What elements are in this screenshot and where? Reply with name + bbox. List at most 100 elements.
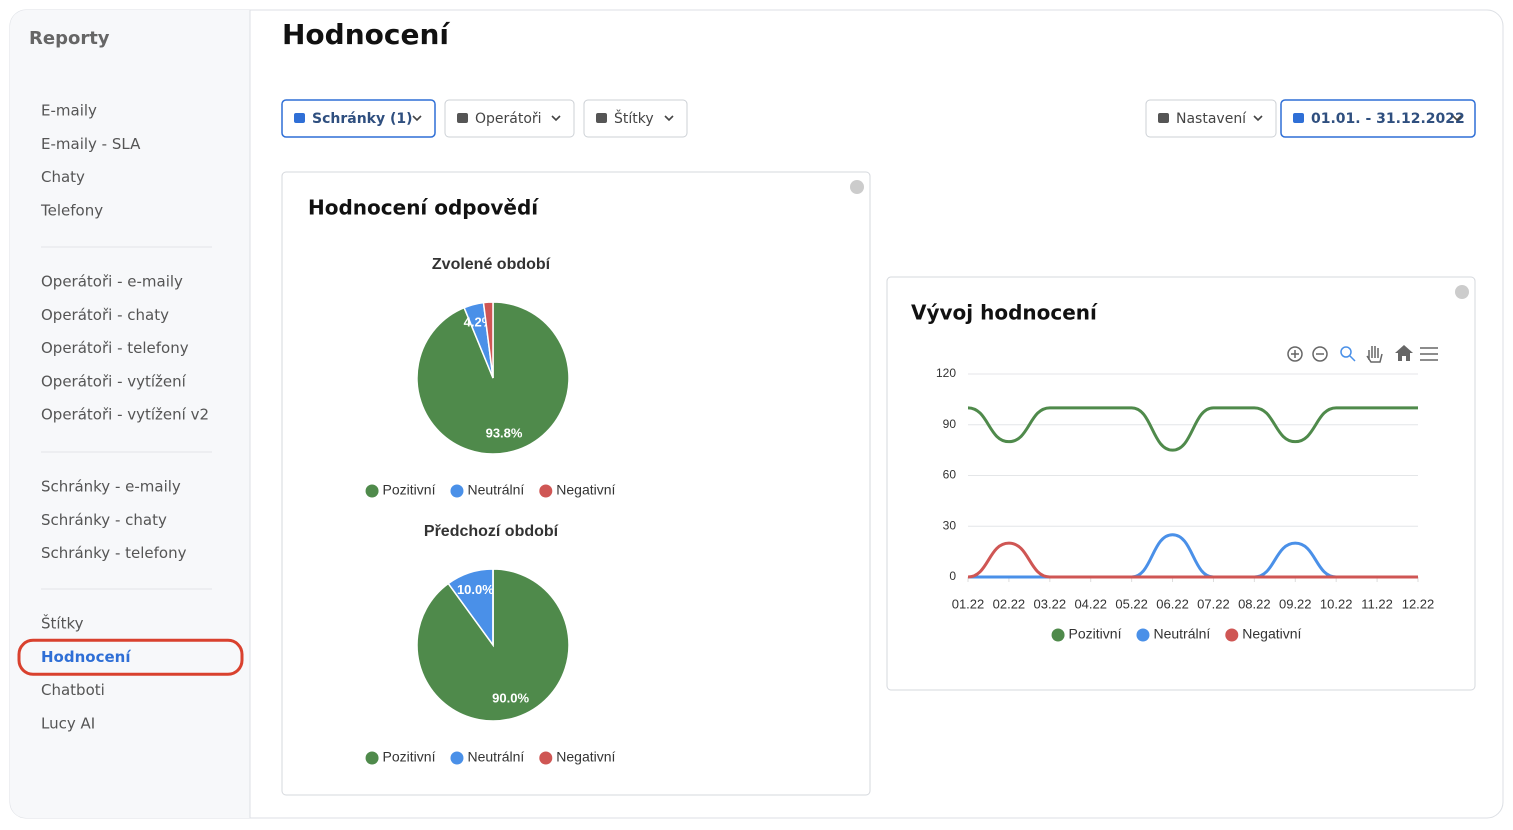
line-series xyxy=(967,406,1418,452)
sidebar-item[interactable]: E-maily - SLA xyxy=(41,135,141,153)
filter-button[interactable]: 01.01. - 31.12.2022 xyxy=(1280,99,1476,138)
filter-button[interactable]: Schránky (1) xyxy=(281,99,436,138)
sidebar-item[interactable]: Schránky - chaty xyxy=(41,511,167,529)
reset[interactable] xyxy=(1395,345,1413,361)
y-tick-label: 0 xyxy=(949,569,956,583)
sidebar-item[interactable]: Schránky - e-maily xyxy=(41,478,181,496)
data-label: 10.0% xyxy=(457,582,494,597)
legend-swatch xyxy=(365,484,379,498)
sidebar-item[interactable]: Hodnocení xyxy=(41,648,131,666)
legend-item[interactable]: Neutrální xyxy=(1136,626,1210,642)
legend-item[interactable]: Negativní xyxy=(1225,626,1302,642)
sidebar-item[interactable]: Chatboti xyxy=(41,681,105,699)
chart-title: Předchozí období xyxy=(424,523,559,540)
sidebar-item[interactable]: Operátoři - telefony xyxy=(41,339,189,357)
legend-swatch xyxy=(1051,628,1065,642)
filter-button[interactable]: Operátoři xyxy=(444,99,575,138)
chart: 0 30 60 90 120 01.22 02.22 03.22 04.22 05.22 06.22… xyxy=(936,366,1434,642)
legend-label: Pozitivní xyxy=(1069,626,1122,642)
legend-item[interactable]: Pozitivní xyxy=(1051,626,1122,642)
sidebar-item[interactable]: Operátoři - vytížení xyxy=(41,372,187,390)
legend-label: Neutrální xyxy=(1153,626,1210,642)
legend-item[interactable]: Pozitivní xyxy=(365,749,436,765)
button-bg xyxy=(1145,99,1277,138)
menu[interactable] xyxy=(1420,347,1438,361)
x-tick-label: 12.22 xyxy=(1402,596,1435,611)
x-tick-label: 03.22 xyxy=(1034,596,1067,611)
legend-swatch xyxy=(539,484,553,498)
button-label: Nastavení xyxy=(1176,111,1247,127)
y-tick-label: 60 xyxy=(943,468,957,482)
pie-slice xyxy=(482,301,494,379)
button-label: Schránky (1) xyxy=(312,111,413,127)
button-icon xyxy=(294,113,305,123)
legend-swatch xyxy=(450,484,464,498)
sidebar-item[interactable]: Operátoři - chaty xyxy=(41,306,169,324)
chart: Předchozí období 90.0% 10.0% Pozitivní Neutr… xyxy=(365,523,616,765)
chevron xyxy=(551,115,561,122)
sidebar-item[interactable]: Operátoři - e-maily xyxy=(41,273,183,291)
legend-swatch xyxy=(365,751,379,765)
x-tick-label: 01.22 xyxy=(952,596,985,611)
sidebar-bg xyxy=(10,10,250,818)
legend-item[interactable]: Neutrální xyxy=(450,749,524,765)
y-tick-label: 30 xyxy=(943,518,957,532)
y-tick-label: 90 xyxy=(943,417,957,431)
button-icon xyxy=(457,113,468,123)
chevron xyxy=(1253,115,1263,122)
legend-label: Neutrální xyxy=(467,749,524,765)
zoom-select[interactable] xyxy=(1340,346,1356,362)
button-bg xyxy=(583,99,688,138)
sidebar-item[interactable]: E-maily xyxy=(41,102,97,120)
button-icon xyxy=(596,113,607,123)
x-tick-label: 02.22 xyxy=(993,596,1026,611)
legend-swatch xyxy=(1136,628,1150,642)
legend-item[interactable]: Neutrální xyxy=(450,482,524,498)
sidebar-item[interactable]: Chaty xyxy=(41,168,85,186)
sidebar-title: Reporty xyxy=(29,28,110,49)
legend-swatch xyxy=(450,751,464,765)
legend-item[interactable]: Negativní xyxy=(539,749,616,765)
data-label: 90.0% xyxy=(492,691,529,706)
filter-button[interactable]: Nastavení xyxy=(1145,99,1277,138)
legend-label: Pozitivní xyxy=(383,749,436,765)
help-icon[interactable] xyxy=(1455,285,1469,299)
chevron xyxy=(1452,115,1462,122)
x-tick-label: 08.22 xyxy=(1238,596,1271,611)
legend-item[interactable]: Pozitivní xyxy=(365,482,436,498)
chevron xyxy=(664,115,674,122)
legend-label: Negativní xyxy=(556,749,615,765)
chart-toolbar xyxy=(1287,345,1438,363)
legend-item[interactable]: Negativní xyxy=(539,482,616,498)
sidebar-item[interactable]: Operátoři - vytížení v2 xyxy=(41,406,209,424)
button-bg xyxy=(1280,99,1476,138)
x-tick-label: 04.22 xyxy=(1074,596,1107,611)
card xyxy=(886,276,1476,691)
x-tick-label: 09.22 xyxy=(1279,596,1312,611)
y-tick-label: 120 xyxy=(936,366,956,380)
x-tick-label: 11.22 xyxy=(1361,596,1393,611)
legend-label: Negativní xyxy=(556,482,615,498)
sidebar-item[interactable]: Telefony xyxy=(40,201,103,219)
zoom-in[interactable] xyxy=(1287,346,1303,362)
filter-button[interactable]: Štítky xyxy=(583,99,688,138)
x-tick-label: 05.22 xyxy=(1115,596,1148,611)
button-bg xyxy=(444,99,575,138)
x-tick-label: 07.22 xyxy=(1197,596,1230,611)
pan[interactable] xyxy=(1366,346,1383,363)
sidebar-item[interactable]: Lucy AI xyxy=(41,714,95,732)
sidebar-item[interactable]: Schránky - telefony xyxy=(41,544,187,562)
sidebar-item[interactable]: Štítky xyxy=(41,614,84,633)
button-bg xyxy=(281,99,436,138)
button-label: Štítky xyxy=(614,109,654,127)
page-title: Hodnocení xyxy=(282,18,450,51)
zoom-out[interactable] xyxy=(1312,346,1328,362)
panel-title: Vývoj hodnocení xyxy=(911,301,1098,325)
panel-title: Hodnocení odpovědí xyxy=(308,196,539,220)
line-series xyxy=(967,541,1418,579)
x-tick-label: 06.22 xyxy=(1156,596,1189,611)
x-tick-label: 10.22 xyxy=(1320,596,1353,611)
help-icon[interactable] xyxy=(850,180,864,194)
